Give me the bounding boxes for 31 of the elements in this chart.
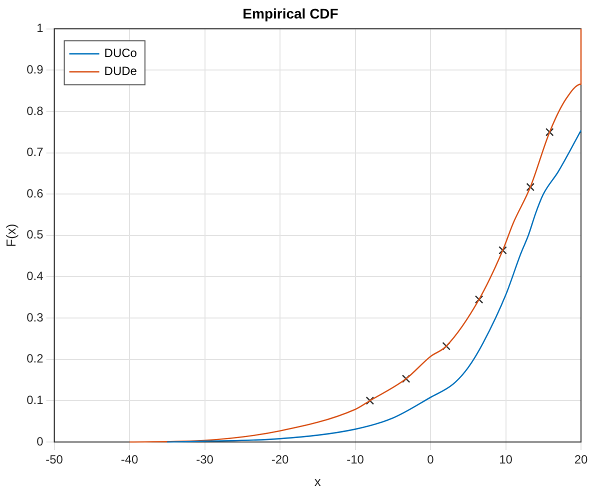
y-tick-label: 0.3 bbox=[26, 310, 44, 324]
x-axis-title: x bbox=[314, 474, 322, 489]
x-tick-label: -50 bbox=[46, 452, 64, 467]
y-tick-label: 0.9 bbox=[26, 62, 44, 76]
point bbox=[402, 374, 410, 383]
x-tick-label: 10 bbox=[499, 452, 513, 467]
x-tick-label: 20 bbox=[574, 452, 588, 467]
x-tick-label: -30 bbox=[196, 452, 214, 467]
point bbox=[526, 182, 535, 192]
y-tick-label: 0.5 bbox=[26, 228, 44, 242]
y-tick-label: 1 bbox=[36, 21, 44, 36]
y-tick-label: 0 bbox=[36, 434, 44, 448]
y-tick-label: 0.4 bbox=[26, 269, 44, 284]
y-tick-label: 0.6 bbox=[26, 186, 44, 200]
legend-label: DUDe bbox=[104, 64, 138, 78]
y-tick-label: 0.7 bbox=[26, 145, 44, 160]
legend-label: DUCo bbox=[104, 46, 138, 60]
line-series bbox=[166, 130, 582, 443]
x-tick-label: -40 bbox=[120, 452, 139, 467]
y-tick-label: 0.8 bbox=[26, 104, 44, 118]
x-tick-label: 0 bbox=[427, 452, 434, 467]
point bbox=[498, 246, 507, 254]
x-tick-label: -20 bbox=[271, 452, 290, 467]
y-tick-label: 0.2 bbox=[26, 352, 44, 366]
chart-title: Empirical CDF bbox=[242, 5, 339, 22]
y-tick-label: 0.1 bbox=[26, 392, 44, 407]
point bbox=[545, 128, 554, 136]
x-tick-label: -10 bbox=[346, 452, 364, 467]
point bbox=[366, 396, 374, 405]
point bbox=[474, 295, 484, 304]
y-axis-title: F(x) bbox=[3, 224, 18, 247]
